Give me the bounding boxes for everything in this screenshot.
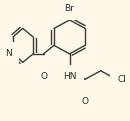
Text: O: O: [82, 97, 89, 106]
Text: O: O: [40, 72, 47, 81]
Text: N: N: [5, 49, 12, 58]
Text: Br: Br: [65, 4, 74, 13]
Text: HN: HN: [63, 72, 76, 81]
Text: Cl: Cl: [117, 75, 126, 84]
